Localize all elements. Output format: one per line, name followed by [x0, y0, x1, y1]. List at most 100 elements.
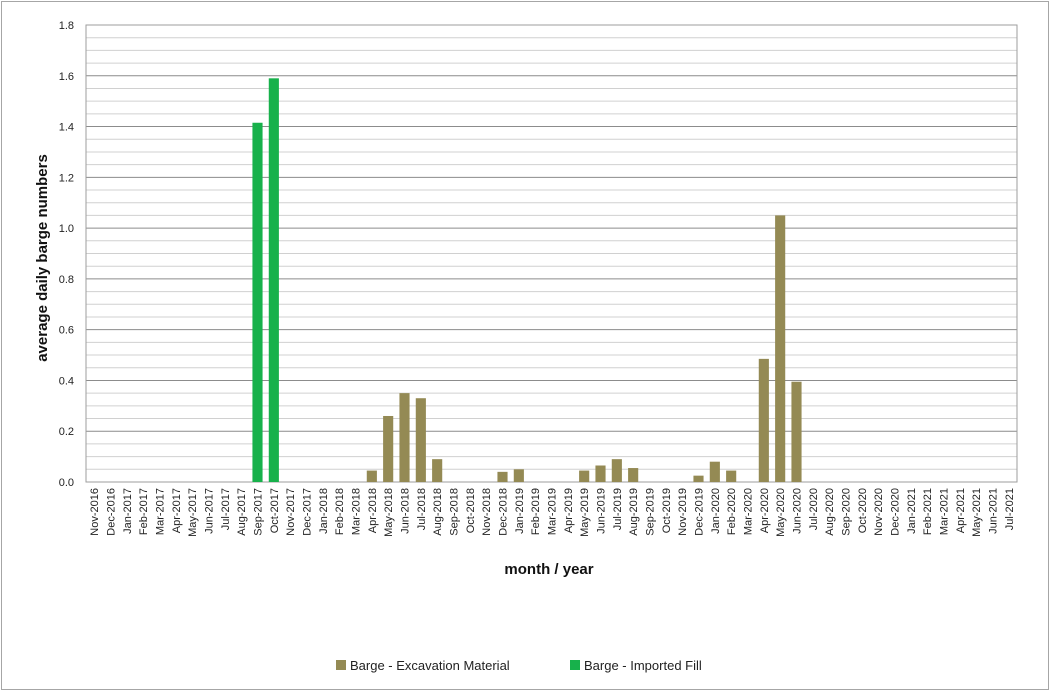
bar-excavation-material [726, 470, 737, 482]
bar-excavation-material [579, 470, 590, 482]
x-tick-label: Oct-2017 [269, 488, 281, 533]
plot-area-border [85, 24, 1018, 483]
x-tick-label: Jan-2020 [710, 488, 722, 534]
y-tick-label: 1.8 [59, 20, 74, 32]
x-tick-label: May-2020 [775, 488, 787, 537]
x-tick-label: Feb-2017 [138, 488, 150, 535]
x-tick-label: Jun-2017 [204, 488, 216, 534]
x-tick-label: Nov-2016 [89, 488, 101, 536]
x-tick-label: Sep-2017 [253, 488, 265, 536]
bar-excavation-material [709, 461, 720, 482]
y-tick-labels: 0.0 0.2 0.4 0.6 0.8 1.0 1.2 1.4 1.6 1.8 [59, 20, 74, 489]
x-tick-label: Sep-2020 [841, 488, 853, 536]
bar-imported-fill [268, 78, 279, 483]
x-tick-label: Oct-2019 [661, 488, 673, 533]
x-tick-label: Nov-2019 [677, 488, 689, 536]
x-tick-label: Nov-2017 [285, 488, 297, 536]
x-tick-label: Mar-2020 [743, 488, 755, 535]
y-tick-label: 1.4 [59, 122, 74, 134]
x-tick-label: Jul-2017 [220, 488, 232, 530]
bar-excavation-material [775, 215, 786, 482]
x-tick-label: Jan-2017 [122, 488, 134, 534]
x-tick-label: Jan-2018 [318, 488, 330, 534]
y-tick-label: 1.0 [59, 223, 74, 235]
y-axis-title: average daily barge numbers [34, 154, 51, 362]
x-tick-label: Mar-2018 [351, 488, 363, 535]
x-tick-label: Feb-2020 [726, 488, 738, 535]
x-tick-label: Mar-2019 [547, 488, 559, 535]
bar-imported-fill [252, 122, 263, 482]
bar-excavation-material [399, 393, 410, 482]
bar-excavation-material [432, 459, 443, 482]
x-tick-label: May-2021 [971, 488, 983, 537]
x-tick-label: Aug-2019 [628, 488, 640, 536]
x-tick-label: Mar-2021 [939, 488, 951, 535]
x-tick-label: Nov-2020 [873, 488, 885, 536]
x-tick-label: Aug-2020 [824, 488, 836, 536]
x-tick-label: Jun-2018 [400, 488, 412, 534]
bar-excavation-material [383, 415, 394, 482]
x-tick-label: Apr-2018 [367, 488, 379, 533]
x-tick-label: Nov-2018 [481, 488, 493, 536]
x-tick-label: Jul-2021 [1004, 488, 1016, 530]
bar-excavation-material [758, 358, 769, 482]
x-tick-label: Jun-2021 [988, 488, 1000, 534]
legend-label-imported-fill: Barge - Imported Fill [584, 658, 702, 673]
gridlines [86, 37, 1017, 470]
bar-excavation-material [366, 470, 377, 482]
bar-excavation-material [611, 459, 622, 482]
bar-excavation-material [791, 381, 802, 482]
y-tick-label: 1.2 [59, 172, 74, 184]
x-tick-label: Sep-2018 [449, 488, 461, 536]
x-tick-label: Dec-2016 [106, 488, 118, 536]
y-tick-label: 0.2 [59, 426, 74, 438]
x-tick-label: May-2019 [579, 488, 591, 537]
y-tick-label: 0.8 [59, 274, 74, 286]
x-tick-label: Apr-2017 [171, 488, 183, 533]
x-tick-label: Feb-2018 [334, 488, 346, 535]
x-tick-label: Jul-2019 [612, 488, 624, 530]
x-tick-label: Jul-2020 [808, 488, 820, 530]
bar-excavation-material [693, 475, 704, 482]
bar-excavation-material [628, 468, 639, 482]
x-tick-label: Sep-2019 [645, 488, 657, 536]
x-tick-label: Feb-2021 [922, 488, 934, 535]
y-tick-label: 0.6 [59, 325, 74, 337]
x-tick-label: Feb-2019 [530, 488, 542, 535]
legend-swatch-excavation [336, 660, 346, 670]
x-tick-label: Jan-2021 [906, 488, 918, 534]
y-tick-label: 0.4 [59, 375, 74, 387]
x-tick-label: Oct-2020 [857, 488, 869, 533]
x-tick-label: Jan-2019 [514, 488, 526, 534]
x-tick-label: Dec-2017 [302, 488, 314, 536]
x-tick-label: Apr-2019 [563, 488, 575, 533]
bar-excavation-material [415, 398, 426, 482]
x-tick-label: Dec-2020 [890, 488, 902, 536]
x-tick-labels: Nov-2016 Dec-2016 Jan-2017 Feb-2017 Mar-2017… [89, 488, 1016, 537]
y-tick-label: 1.6 [59, 71, 74, 83]
legend: Barge - Excavation Material Barge - Impo… [336, 658, 702, 673]
x-axis-title: month / year [504, 561, 593, 578]
x-tick-label: Mar-2017 [155, 488, 167, 535]
legend-swatch-imported-fill [570, 660, 580, 670]
y-tick-label: 0.0 [59, 477, 74, 489]
legend-label-excavation: Barge - Excavation Material [350, 658, 510, 673]
x-tick-label: May-2017 [187, 488, 199, 537]
x-tick-label: Aug-2018 [432, 488, 444, 536]
x-tick-label: Oct-2018 [465, 488, 477, 533]
x-tick-label: Jun-2019 [596, 488, 608, 534]
bar-excavation-material [497, 471, 508, 482]
x-tick-label: Aug-2017 [236, 488, 248, 536]
x-tick-label: Apr-2021 [955, 488, 967, 533]
bar-excavation-material [595, 465, 606, 482]
x-tick-label: May-2018 [383, 488, 395, 537]
x-tick-label: Jun-2020 [792, 488, 804, 534]
x-tick-label: Dec-2018 [498, 488, 510, 536]
x-tick-label: Apr-2020 [759, 488, 771, 533]
x-tick-label: Jul-2018 [416, 488, 428, 530]
bars [252, 78, 802, 483]
x-tick-label: Dec-2019 [694, 488, 706, 536]
bar-excavation-material [513, 469, 524, 482]
